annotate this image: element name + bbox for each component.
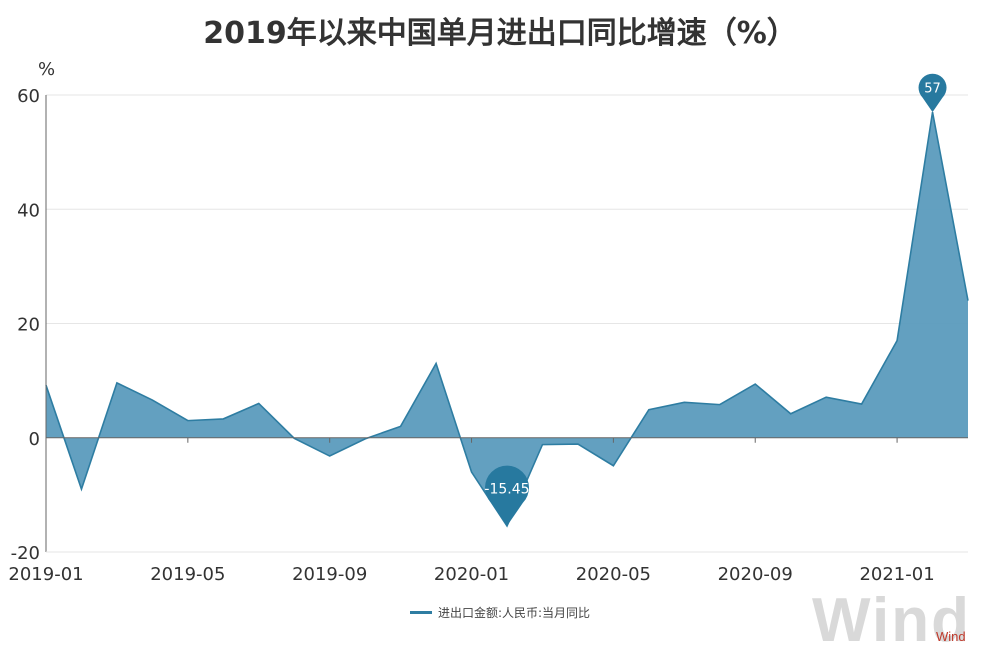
data-point-2020-12 [860, 403, 863, 406]
annotations: -15.45 57 [484, 73, 947, 527]
x-tick-label: 2019-01 [8, 564, 83, 585]
y-axis-unit: % [38, 59, 55, 80]
data-point-2021-01 [896, 339, 899, 342]
legend-label: 进出口金额:人民币:当月同比 [437, 606, 591, 620]
annotation-label: -15.45 [484, 482, 529, 498]
x-tick-label: 2021-01 [859, 564, 934, 585]
annotation-label: 57 [924, 82, 941, 97]
area-fill [46, 112, 968, 527]
area-series [45, 111, 970, 528]
y-tick-label: 20 [17, 315, 40, 336]
data-point-2019-07 [257, 402, 260, 405]
chart-title: 2019年以来中国单月进出口同比增速（%） [203, 16, 797, 51]
y-tick-label: 0 [29, 429, 40, 450]
y-tick-label: -20 [11, 543, 40, 564]
axes [45, 95, 968, 553]
data-point-2020-06 [647, 408, 650, 411]
data-point-2020-11 [825, 396, 828, 399]
legend: 进出口金额:人民币:当月同比 [0, 604, 1000, 621]
data-point-2020-01 [470, 471, 473, 474]
annotation-pin [485, 465, 529, 527]
annotation-pin [918, 73, 947, 113]
data-point-2019-06 [222, 417, 225, 420]
wind-watermark-logo: Wind [812, 586, 971, 655]
data-point-2021-03 [967, 299, 970, 302]
data-point-2020-05 [612, 464, 615, 467]
data-point-2020-03 [541, 443, 544, 446]
data-point-2019-12 [435, 362, 438, 365]
data-point-2020-07 [683, 401, 686, 404]
source-label: Wind [936, 629, 966, 644]
legend-swatch [409, 611, 432, 614]
data-point-2019-05 [186, 419, 189, 422]
data-point-2020-10 [789, 412, 792, 415]
data-point-2019-04 [151, 399, 154, 402]
data-point-2019-03 [115, 381, 118, 384]
x-tick-label: 2019-05 [150, 564, 225, 585]
x-tick-label: 2019-09 [292, 564, 367, 585]
data-point-2019-09 [328, 455, 331, 458]
x-tick-label: 2020-05 [576, 564, 651, 585]
data-point-2020-09 [754, 383, 757, 386]
y-tick-label: 40 [17, 200, 40, 221]
data-point-2019-02 [80, 488, 83, 491]
data-point-2019-11 [399, 425, 402, 428]
data-point-2020-08 [718, 403, 721, 406]
y-tick-label: 60 [17, 86, 40, 107]
x-tick-label: 2020-01 [434, 564, 509, 585]
tick-labels: -20 0 20 40 60% 2019-01 2019-05 2019-09 2020-01 2… [8, 59, 934, 585]
x-tick-label: 2020-09 [718, 564, 793, 585]
data-point-2020-04 [576, 443, 579, 446]
